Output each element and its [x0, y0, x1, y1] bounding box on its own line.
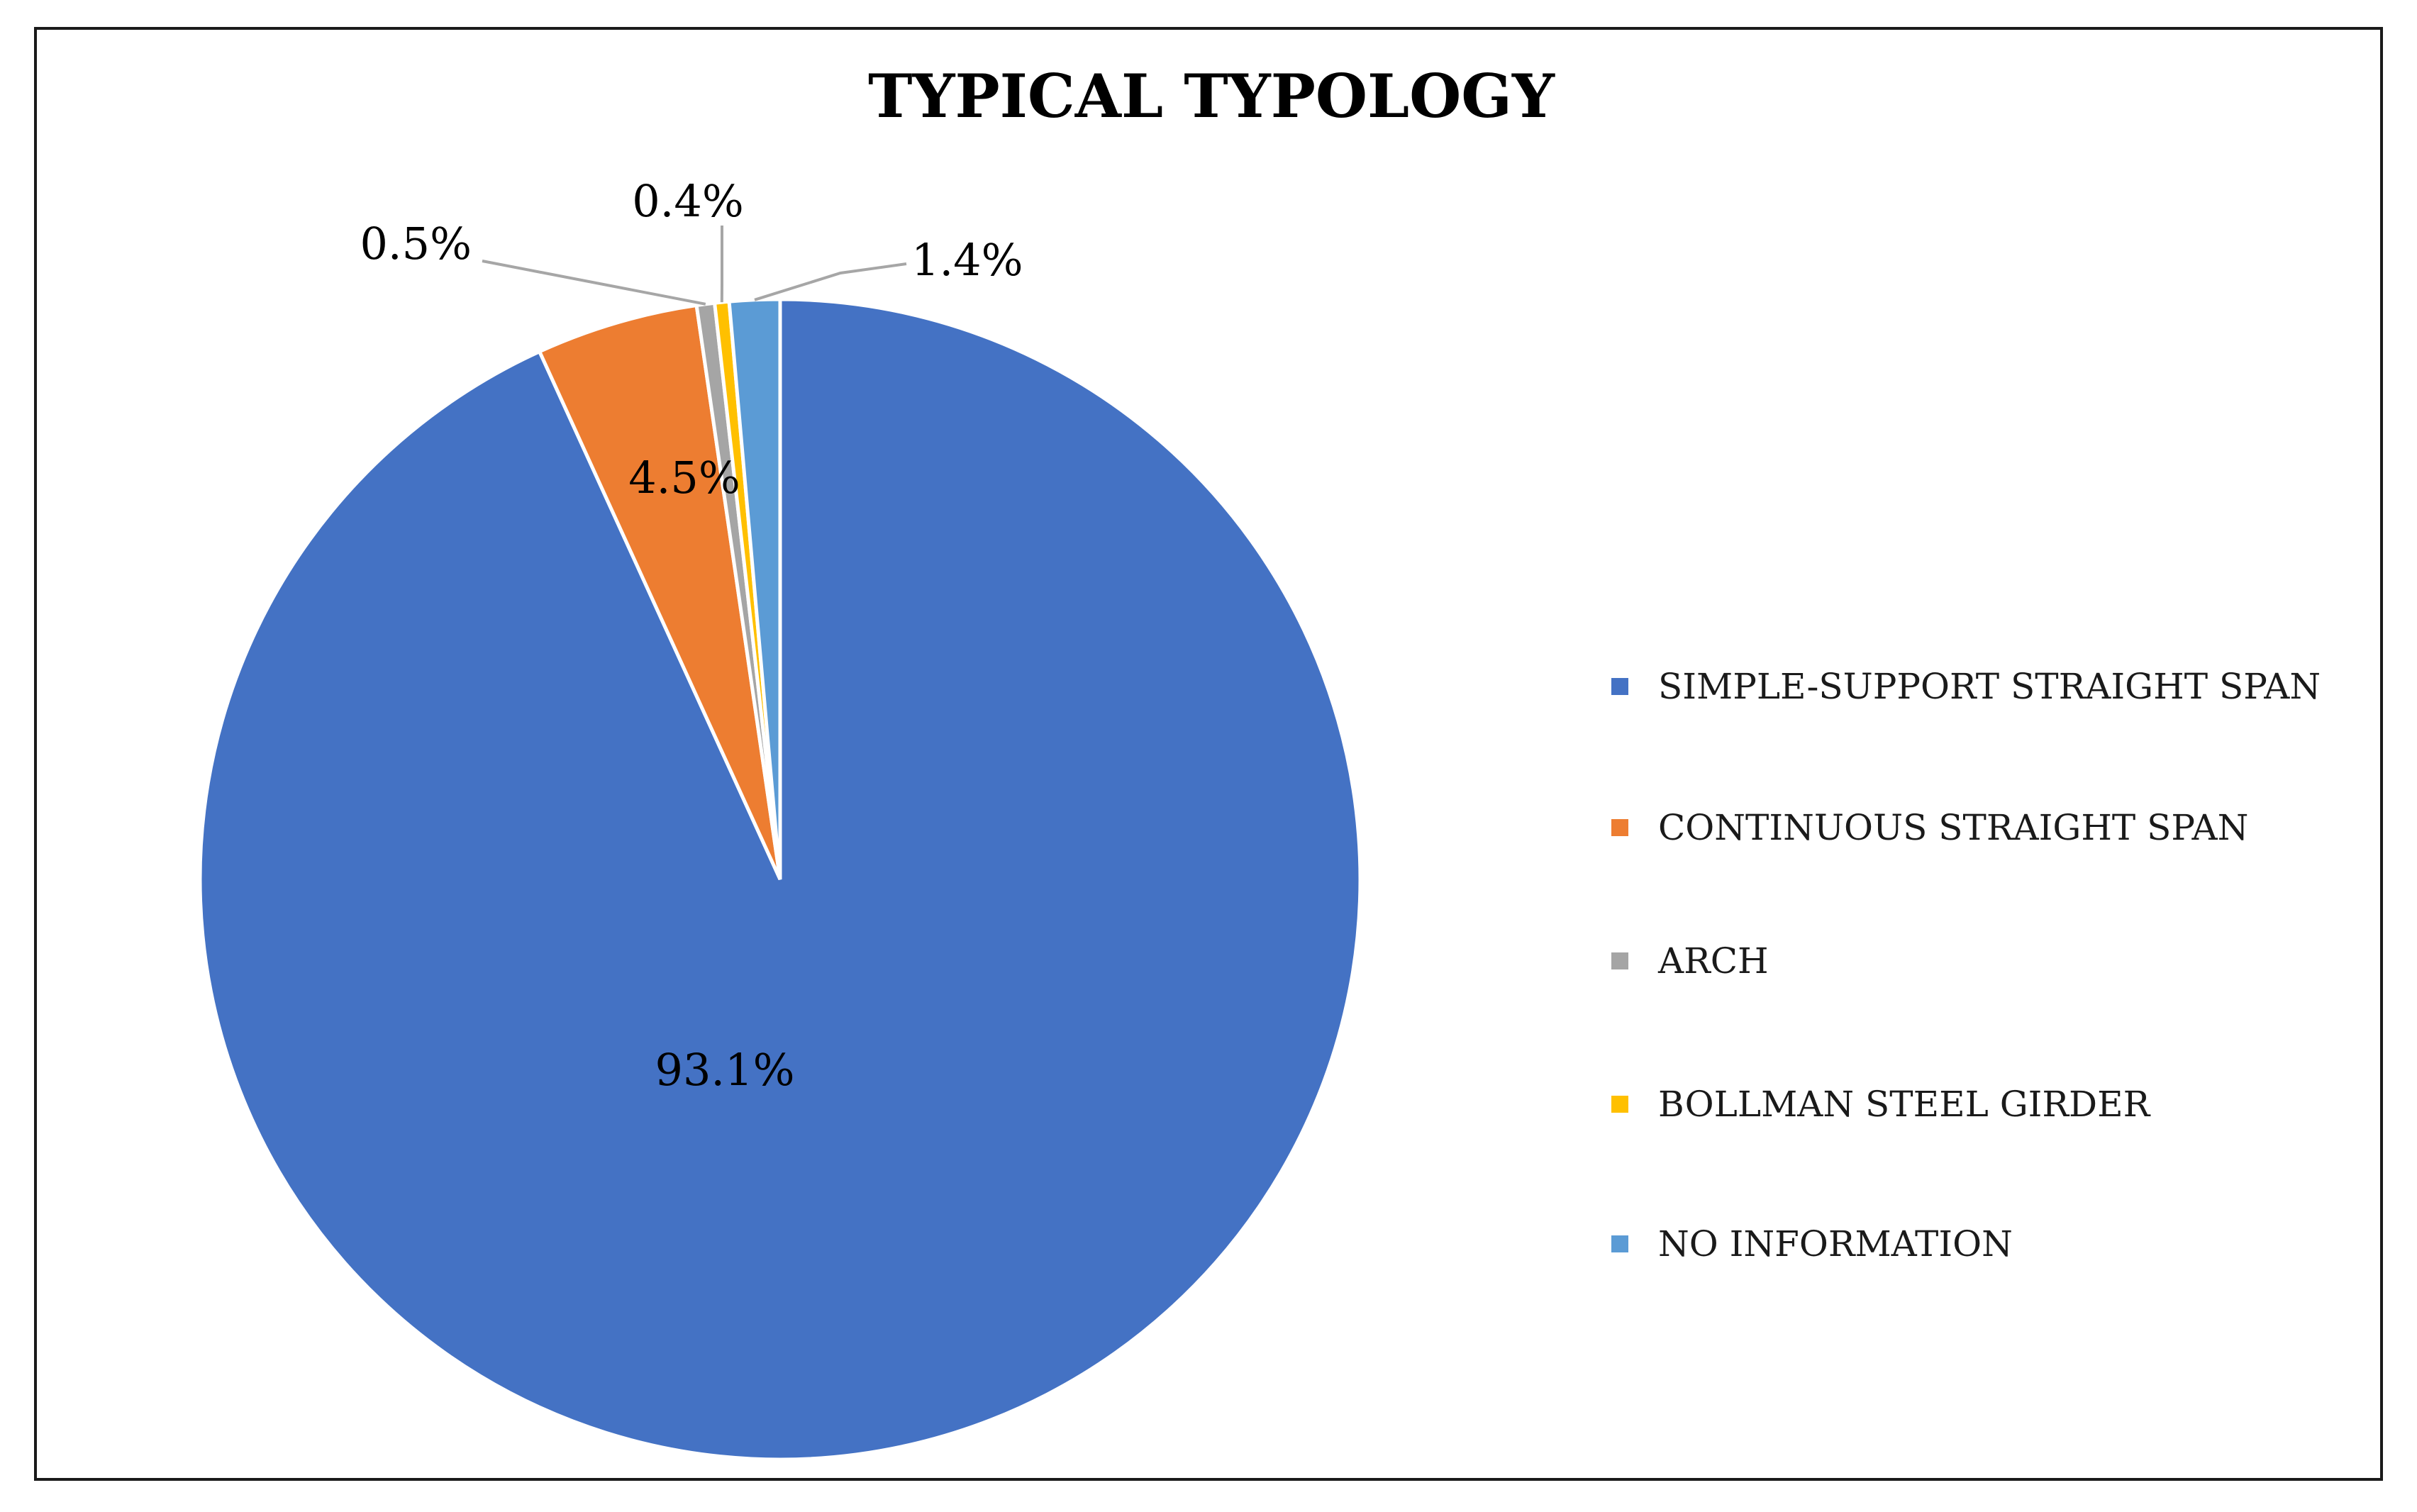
legend-swatch-no-information [1611, 1235, 1628, 1252]
legend-swatch-continuous [1611, 819, 1628, 836]
data-label-simple-support: 93.1% [655, 1044, 795, 1096]
pie-slices [198, 297, 1362, 1462]
chart-title: TYPICAL TYPOLOGY [868, 61, 1555, 131]
legend-swatch-bollman [1611, 1096, 1628, 1113]
legend-label-no-information: NO INFORMATION [1658, 1223, 2013, 1264]
data-label-continuous: 4.5% [628, 452, 740, 504]
leader-line-arch [482, 260, 706, 306]
legend-swatch-arch [1611, 952, 1628, 969]
legend-label-continuous: CONTINUOUS STRAIGHT SPAN [1658, 807, 2248, 848]
leader-line-no-information [754, 262, 907, 301]
data-label-bollman: 0.4% [632, 175, 744, 227]
legend-swatch-simple-support [1611, 678, 1628, 695]
data-label-no-information: 1.4% [911, 234, 1023, 286]
data-labels: 93.1% 4.5% 0.5% 0.4% 1.4% [360, 175, 1023, 1096]
legend-label-arch: ARCH [1657, 940, 1769, 982]
pie-slice-continuous [537, 303, 782, 881]
data-label-arch: 0.5% [360, 218, 472, 269]
leader-lines [482, 226, 907, 306]
legend-label-bollman: BOLLMAN STEEL GIRDER [1658, 1084, 2151, 1125]
legend: SIMPLE-SUPPORT STRAIGHT SPAN CONTINUOUS S… [1611, 666, 2321, 1264]
legend-label-simple-support: SIMPLE-SUPPORT STRAIGHT SPAN [1658, 666, 2321, 707]
